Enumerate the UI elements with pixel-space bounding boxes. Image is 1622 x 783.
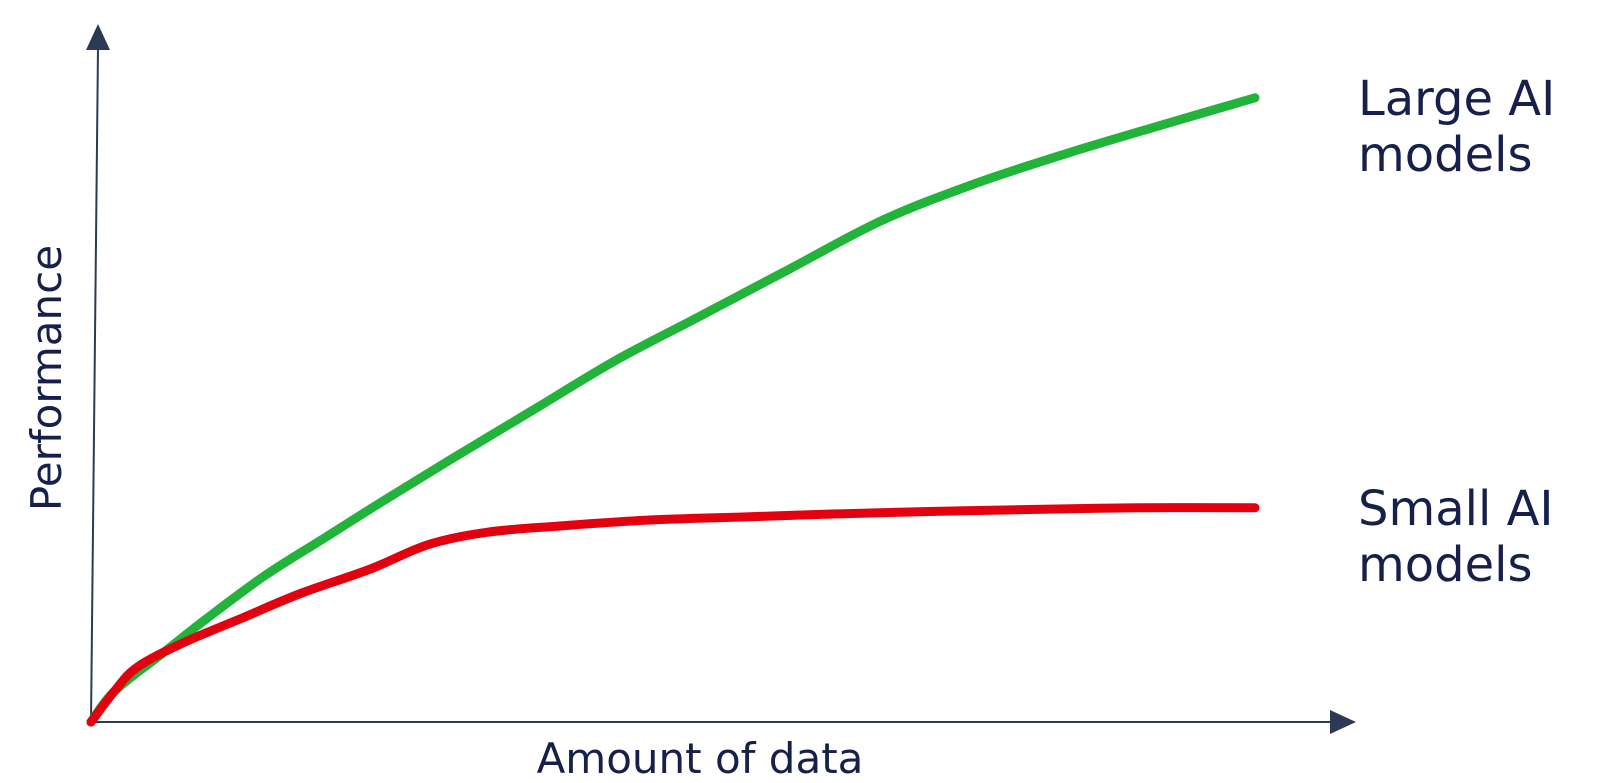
y-axis xyxy=(86,24,110,723)
x-axis-title: Amount of data xyxy=(537,734,864,783)
series-line-small-ai-models xyxy=(86,503,1260,727)
series-layer xyxy=(86,93,1260,727)
x-axis-arrow-icon xyxy=(1330,710,1356,734)
series-label-line: Large AI xyxy=(1358,71,1555,127)
series-label-line: models xyxy=(1358,127,1532,183)
x-axis xyxy=(91,710,1356,734)
series-label-line: Small AI xyxy=(1358,481,1554,537)
series-label-line: models xyxy=(1358,537,1532,593)
y-axis-arrow-icon xyxy=(86,24,110,50)
series-line-large-ai-models xyxy=(86,93,1260,727)
y-axis-title: Performance xyxy=(22,245,71,511)
